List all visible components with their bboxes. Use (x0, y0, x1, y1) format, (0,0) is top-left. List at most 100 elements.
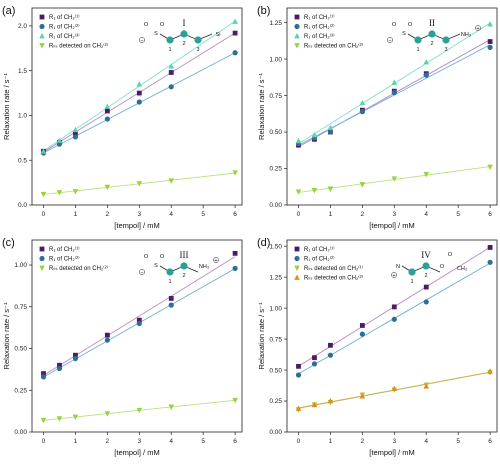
data-point (40, 148, 47, 154)
y-tick-label: 0.50 (14, 346, 27, 353)
legend-entry: R₁ of CH₂⁽²⁾ (304, 24, 335, 31)
panel-label: (b) (257, 5, 270, 17)
data-point (104, 116, 110, 122)
y-tick-label: 1.0 (18, 113, 27, 120)
molecule-atom-number: 3 (444, 47, 447, 53)
data-point (136, 181, 143, 187)
data-point (423, 171, 430, 178)
legend-marker (294, 14, 300, 20)
data-point (136, 320, 142, 327)
data-point (40, 191, 47, 198)
legend-marker (294, 23, 300, 30)
x-tick-label: 1 (74, 211, 78, 218)
data-point (232, 265, 238, 271)
plot-frame (31, 7, 243, 206)
y-tick-label: 0.00 (269, 202, 282, 209)
x-tick-label: 4 (424, 211, 428, 218)
legend-marker (39, 246, 45, 252)
data-point (327, 129, 334, 135)
molecule-atom (180, 262, 188, 270)
x-tick-label: 5 (456, 211, 460, 218)
data-point (328, 342, 333, 348)
data-point (136, 90, 142, 96)
data-point (168, 63, 175, 69)
x-axis-label: [tempol] / mM (369, 221, 414, 230)
legend-entry: R₁ of CH₂⁽²⁾ (49, 256, 80, 263)
y-axis-label: Relaxation rate / s⁻¹ (2, 302, 11, 369)
data-point (104, 411, 111, 417)
x-tick-label: 6 (488, 438, 492, 445)
charge-plus-icon (475, 25, 481, 31)
data-point (327, 352, 334, 358)
x-tick-label: 5 (456, 438, 460, 445)
x-tick-label: 4 (169, 438, 173, 445)
legend-marker (294, 43, 300, 49)
molecule-atom-text: S (402, 31, 406, 37)
data-point (104, 337, 110, 343)
molecule-atom (166, 268, 174, 276)
molecule-atom-number: 1 (168, 47, 171, 53)
data-point (487, 259, 493, 265)
data-point (72, 355, 79, 362)
data-point (56, 190, 63, 196)
panel-label: (a) (2, 5, 15, 17)
data-point (104, 184, 111, 191)
legend-entry: R₁ of CH₂⁽¹⁾ (304, 14, 335, 21)
molecule-atom (414, 36, 422, 44)
molecule-atom-text: O (144, 254, 149, 260)
charge-plus-symbol: + (476, 26, 479, 32)
panel-label: (c) (2, 237, 15, 249)
molecule-label: IV (421, 250, 431, 260)
x-tick-label: 6 (488, 211, 492, 218)
data-point (295, 137, 302, 144)
data-point (487, 368, 493, 374)
data-point (391, 176, 398, 182)
molecule-atom-number: 3 (196, 47, 199, 53)
legend-marker (39, 255, 45, 262)
x-tick-label: 3 (392, 438, 396, 445)
charge-plus-symbol: + (392, 273, 395, 279)
molecule-atom-text: O (408, 22, 413, 28)
data-point (72, 414, 79, 420)
data-point (136, 407, 143, 414)
charge-minus-icon (387, 37, 393, 43)
data-point (311, 131, 318, 138)
y-tick-label: 0.00 (269, 429, 282, 436)
y-tick-label: 0.75 (269, 93, 282, 100)
y-tick-label: 1.00 (269, 56, 282, 63)
molecule-atom-text: S (154, 31, 158, 37)
molecule-atom (422, 262, 430, 270)
data-point (104, 103, 111, 109)
molecule-atom (428, 30, 436, 38)
data-point (72, 126, 79, 133)
data-point (168, 404, 175, 410)
y-tick-label: 1.00 (14, 262, 27, 269)
molecule-atom (180, 30, 188, 38)
charge-minus-icon (139, 37, 145, 43)
molecule-atom (408, 268, 416, 276)
molecule-atom-text: O (160, 22, 165, 28)
legend-marker (294, 246, 300, 252)
data-point (327, 398, 334, 404)
legend-entry: R₁ of CH₂⁽¹⁾ (49, 246, 80, 253)
charge-plus-icon (213, 257, 219, 263)
data-point (168, 178, 175, 184)
legend-entry: R₁ of CH₂⁽³⁾ (49, 33, 80, 40)
molecule-atom-text: O (144, 22, 149, 28)
data-point (73, 130, 78, 136)
charge-plus-symbol: + (214, 258, 217, 264)
data-point (359, 182, 366, 188)
y-tick-label: 0.0 (18, 202, 27, 209)
data-point (72, 189, 79, 195)
data-point (168, 70, 174, 75)
data-point (423, 72, 429, 78)
data-point (232, 50, 238, 56)
legend-marker (294, 265, 300, 271)
data-point (487, 164, 493, 171)
molecule-backbone (159, 265, 199, 273)
legend-marker (294, 33, 300, 39)
plot-frame (286, 7, 498, 206)
data-point (168, 302, 174, 308)
molecule-atom-text: Si (216, 32, 221, 38)
molecule-atom-number: 1 (168, 279, 171, 285)
